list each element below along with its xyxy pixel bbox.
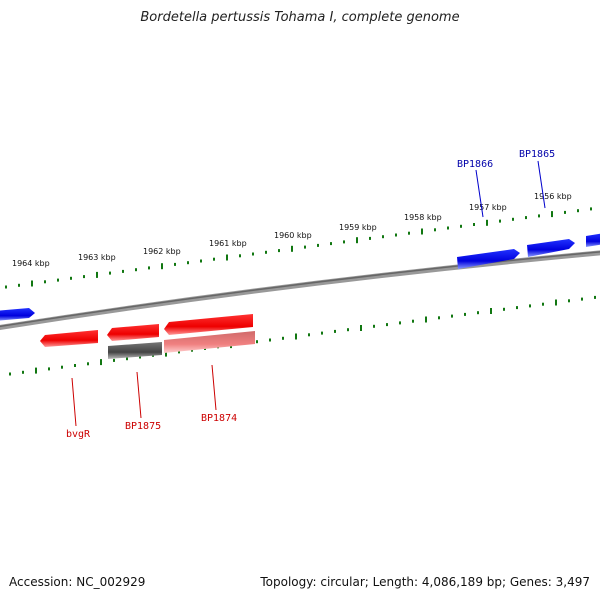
label-leader	[537, 160, 546, 209]
scale-label: 1958 kbp	[404, 213, 442, 222]
genome-backbone	[0, 250, 600, 330]
label-leader	[475, 169, 484, 218]
label-leader	[211, 364, 217, 411]
label-leader	[136, 371, 142, 419]
genome-summary-text: Topology: circular; Length: 4,086,189 bp…	[260, 575, 590, 589]
scale-label: 1961 kbp	[209, 239, 247, 248]
gene-reverse-light-bp1874[interactable]	[164, 331, 255, 353]
gene-label-bp1874[interactable]: BP1874	[201, 413, 237, 424]
gene-label-bvgr[interactable]: bvgR	[66, 429, 91, 440]
gene-reverse-bp1875[interactable]	[107, 324, 159, 341]
gene-label-bp1865[interactable]: BP1865	[519, 149, 555, 160]
accession-text: Accession: NC_002929	[9, 575, 146, 589]
scale-label: 1959 kbp	[339, 223, 377, 232]
scale-label: 1964 kbp	[12, 259, 50, 268]
gene-forward[interactable]	[0, 308, 35, 321]
map-title: Bordetella pertussis Tohama I, complete …	[140, 10, 460, 25]
gene-forward-bp1866[interactable]	[457, 249, 520, 269]
gene-forward[interactable]	[586, 233, 600, 247]
scale-label: 1956 kbp	[534, 192, 572, 201]
gene-label-bp1875[interactable]: BP1875	[125, 421, 161, 432]
scale-label: 1963 kbp	[78, 253, 116, 262]
gene-reverse[interactable]	[164, 314, 253, 335]
scale-label: 1960 kbp	[274, 231, 312, 240]
scale-label: 1962 kbp	[143, 247, 181, 256]
genome-backbone-shade	[0, 251, 600, 328]
gene-reverse-bvgr[interactable]	[40, 330, 98, 347]
scale-ticks-upper	[5, 207, 592, 289]
label-leader	[71, 377, 77, 427]
gene-label-bp1866[interactable]: BP1866	[457, 159, 493, 170]
gene-forward-bp1865[interactable]	[527, 239, 575, 257]
gene-pseudo-bp1875[interactable]	[108, 342, 162, 359]
scale-label: 1957 kbp	[469, 203, 507, 212]
